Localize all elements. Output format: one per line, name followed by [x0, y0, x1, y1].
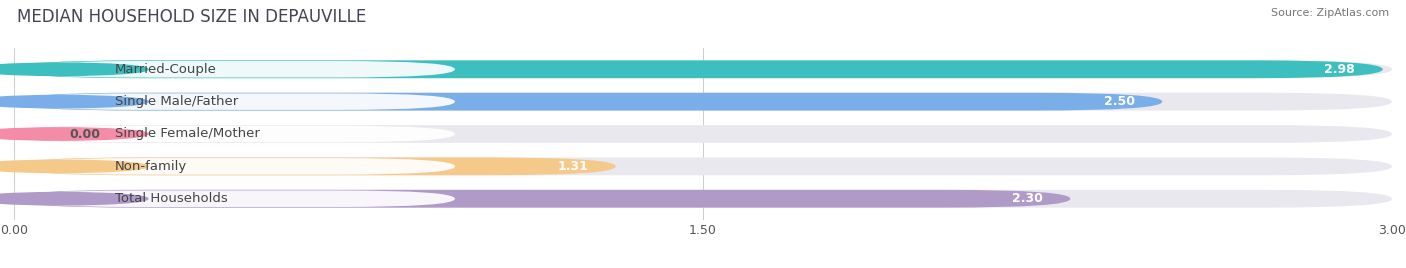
FancyBboxPatch shape — [14, 158, 1392, 175]
FancyBboxPatch shape — [14, 93, 1392, 110]
FancyBboxPatch shape — [14, 93, 1163, 110]
Text: Total Households: Total Households — [115, 192, 228, 205]
Text: Single Male/Father: Single Male/Father — [115, 95, 239, 108]
FancyBboxPatch shape — [14, 125, 1392, 143]
Circle shape — [0, 160, 148, 173]
Circle shape — [0, 63, 148, 76]
Text: Source: ZipAtlas.com: Source: ZipAtlas.com — [1271, 8, 1389, 18]
FancyBboxPatch shape — [14, 190, 1070, 208]
Text: Married-Couple: Married-Couple — [115, 63, 217, 76]
Text: Single Female/Mother: Single Female/Mother — [115, 128, 260, 140]
FancyBboxPatch shape — [18, 191, 456, 207]
Text: 2.98: 2.98 — [1324, 63, 1355, 76]
Circle shape — [0, 95, 148, 108]
Circle shape — [0, 192, 148, 205]
FancyBboxPatch shape — [14, 158, 616, 175]
FancyBboxPatch shape — [18, 61, 456, 77]
Text: 2.30: 2.30 — [1012, 192, 1043, 205]
Text: 1.31: 1.31 — [557, 160, 588, 173]
Circle shape — [0, 128, 148, 140]
Text: 0.00: 0.00 — [69, 128, 100, 140]
Text: Non-family: Non-family — [115, 160, 187, 173]
FancyBboxPatch shape — [14, 60, 1392, 78]
FancyBboxPatch shape — [14, 190, 1392, 208]
Text: 2.50: 2.50 — [1104, 95, 1135, 108]
FancyBboxPatch shape — [14, 60, 1382, 78]
FancyBboxPatch shape — [18, 158, 456, 175]
FancyBboxPatch shape — [18, 93, 456, 110]
Text: MEDIAN HOUSEHOLD SIZE IN DEPAUVILLE: MEDIAN HOUSEHOLD SIZE IN DEPAUVILLE — [17, 8, 366, 26]
FancyBboxPatch shape — [18, 126, 456, 142]
